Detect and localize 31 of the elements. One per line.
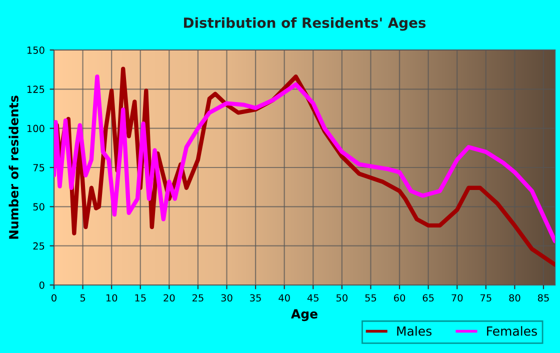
y-tick-label: 0 [39, 281, 44, 289]
x-tick-label: 65 [422, 294, 434, 302]
legend-label: Males [397, 326, 432, 336]
x-tick-label: 85 [538, 294, 549, 302]
legend-label: Females [487, 326, 537, 336]
line-series [54, 74, 555, 244]
y-tick-label: 25 [33, 242, 44, 250]
x-tick-label: 80 [509, 294, 520, 302]
x-tick-label: 25 [192, 294, 204, 302]
x-tick-label: 35 [250, 294, 261, 302]
chart-title: Distribution of Residents' Ages [184, 17, 426, 31]
x-tick-label: 70 [452, 294, 463, 302]
x-tick-label: 15 [135, 294, 146, 302]
x-tick-label: 20 [164, 294, 175, 302]
x-tick-label: 10 [106, 294, 118, 302]
x-tick-label: 75 [480, 294, 492, 302]
y-tick-label: 50 [33, 203, 44, 210]
y-tick-label: 100 [27, 124, 44, 132]
y-tick-label: 125 [27, 86, 44, 93]
x-tick-label: 60 [394, 294, 406, 302]
x-tick-label: 5 [80, 294, 86, 302]
x-tick-label: 30 [221, 294, 232, 302]
y-tick-label: 150 [27, 46, 44, 54]
x-axis-title: Age [291, 309, 318, 322]
x-tick-label: 40 [278, 294, 290, 302]
x-tick-label: 0 [52, 294, 56, 302]
y-axis-title: Number of residents [8, 96, 18, 239]
y-tick-label: 75 [33, 164, 44, 172]
x-tick-label: 45 [307, 294, 318, 302]
x-tick-label: 55 [365, 294, 376, 302]
x-tick-label: 50 [336, 294, 348, 302]
